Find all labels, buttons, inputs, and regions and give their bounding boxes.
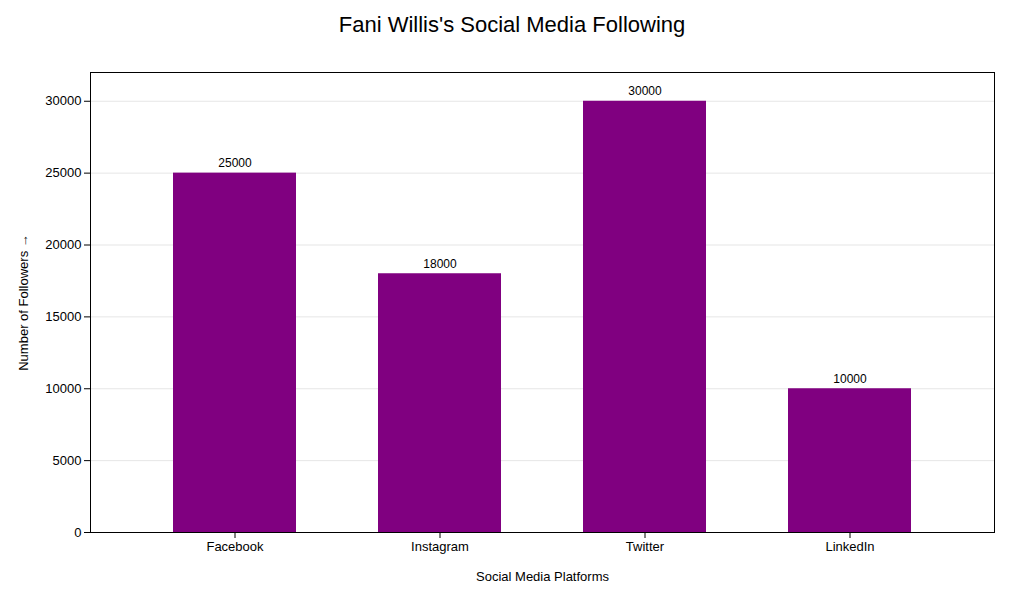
svg-text:10000: 10000 bbox=[833, 372, 867, 386]
svg-text:5000: 5000 bbox=[53, 453, 82, 468]
svg-text:10000: 10000 bbox=[45, 381, 81, 396]
svg-text:18000: 18000 bbox=[423, 257, 457, 271]
svg-text:Number of Followers →: Number of Followers → bbox=[16, 234, 31, 371]
svg-text:Twitter: Twitter bbox=[626, 539, 665, 554]
svg-text:25000: 25000 bbox=[218, 156, 252, 170]
svg-text:25000: 25000 bbox=[45, 165, 81, 180]
svg-text:Instagram: Instagram bbox=[411, 539, 469, 554]
svg-text:20000: 20000 bbox=[45, 237, 81, 252]
svg-text:0: 0 bbox=[74, 525, 81, 540]
svg-text:15000: 15000 bbox=[45, 309, 81, 324]
svg-text:LinkedIn: LinkedIn bbox=[825, 539, 874, 554]
svg-text:30000: 30000 bbox=[45, 93, 81, 108]
svg-text:Social Media Platforms: Social Media Platforms bbox=[476, 569, 609, 584]
svg-text:Facebook: Facebook bbox=[206, 539, 264, 554]
svg-text:30000: 30000 bbox=[628, 84, 662, 98]
html-text:Fani Willis's Social Media Fol: Fani Willis's Social Media Following bbox=[338, 12, 686, 37]
